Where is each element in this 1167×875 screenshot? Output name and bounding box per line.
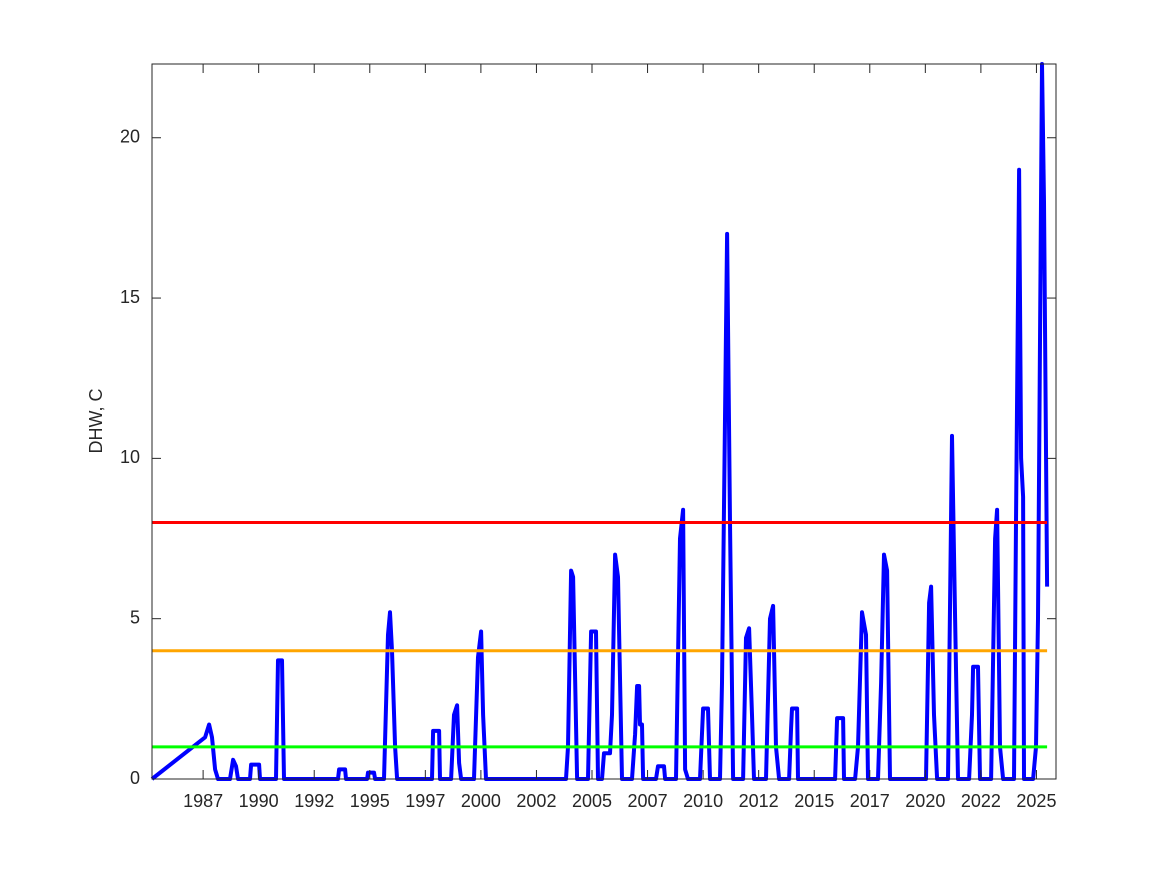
y-tick-label: 15 <box>120 287 140 307</box>
x-tick-label: 2005 <box>572 791 612 811</box>
y-tick-label: 10 <box>120 447 140 467</box>
x-tick-label: 1990 <box>239 791 279 811</box>
x-tick-label: 2000 <box>461 791 501 811</box>
x-tick-label: 2010 <box>683 791 723 811</box>
y-tick-label: 20 <box>120 126 140 146</box>
x-tick-label: 2012 <box>739 791 779 811</box>
y-axis-label: DHW, C <box>86 389 106 454</box>
x-tick-label: 2007 <box>628 791 668 811</box>
x-tick-label: 1987 <box>183 791 223 811</box>
y-tick-label: 0 <box>130 768 140 788</box>
x-tick-label: 2022 <box>961 791 1001 811</box>
x-tick-label: 2017 <box>850 791 890 811</box>
axes-box <box>151 63 1057 780</box>
x-tick-label: 1995 <box>350 791 390 811</box>
x-tick-label: 1997 <box>405 791 445 811</box>
y-tick-label: 5 <box>130 607 140 627</box>
x-tick-label: 1992 <box>294 791 334 811</box>
x-tick-label: 2002 <box>516 791 556 811</box>
x-tick-label: 2025 <box>1016 791 1056 811</box>
x-tick-label: 2015 <box>794 791 834 811</box>
x-tick-label: 2020 <box>905 791 945 811</box>
